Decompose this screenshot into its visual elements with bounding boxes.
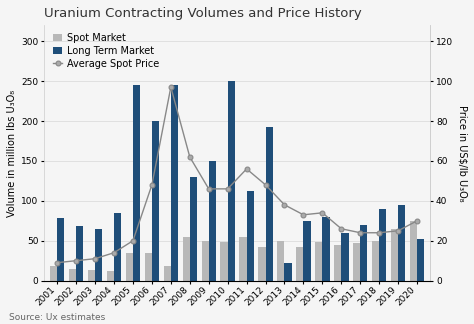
Bar (57, 218, 64, 281)
Bar (379, 209, 386, 281)
Average Spot Price (244, 167, 249, 171)
Text: Source: Ux estimates: Source: Ux estimates (9, 313, 106, 322)
Average Spot Price (92, 257, 98, 260)
Bar (360, 225, 367, 281)
Average Spot Price (263, 183, 268, 187)
Bar (398, 205, 405, 281)
Bar (303, 221, 310, 281)
Bar (284, 263, 292, 281)
Average Spot Price (319, 211, 325, 215)
Average Spot Price (149, 183, 155, 187)
Bar (372, 241, 379, 281)
Bar (334, 245, 341, 281)
Line: Average Spot Price: Average Spot Price (55, 85, 419, 265)
Bar (88, 270, 95, 281)
Average Spot Price (206, 187, 211, 191)
Average Spot Price (225, 187, 230, 191)
Average Spot Price (168, 85, 173, 89)
Bar (95, 229, 102, 281)
Bar (417, 239, 424, 281)
Bar (246, 191, 254, 281)
Bar (145, 253, 152, 281)
Bar (277, 241, 284, 281)
Bar (133, 85, 140, 281)
Average Spot Price (73, 259, 79, 263)
Bar (258, 247, 265, 281)
Bar (410, 221, 417, 281)
Bar (228, 81, 235, 281)
Bar (239, 237, 246, 281)
Average Spot Price (111, 251, 117, 255)
Average Spot Price (338, 227, 344, 231)
Bar (107, 271, 114, 281)
Bar (315, 242, 322, 281)
Bar (209, 161, 216, 281)
Average Spot Price (187, 155, 192, 159)
Bar (164, 266, 171, 281)
Average Spot Price (376, 231, 382, 235)
Bar (50, 266, 57, 281)
Average Spot Price (282, 203, 287, 207)
Bar (265, 127, 273, 281)
Legend: Spot Market, Long Term Market, Average Spot Price: Spot Market, Long Term Market, Average S… (53, 33, 159, 68)
Bar (171, 85, 178, 281)
Bar (296, 247, 303, 281)
Average Spot Price (395, 229, 401, 233)
Bar (391, 229, 398, 281)
Text: Uranium Contracting Volumes and Price History: Uranium Contracting Volumes and Price Hi… (44, 7, 362, 20)
Average Spot Price (357, 231, 363, 235)
Bar (126, 253, 133, 281)
Y-axis label: Price in US$/lb U₃O₈: Price in US$/lb U₃O₈ (457, 105, 467, 201)
Bar (322, 217, 329, 281)
Average Spot Price (130, 239, 136, 243)
Bar (152, 121, 159, 281)
Bar (201, 241, 209, 281)
Y-axis label: Volume in million lbs U₃O₈: Volume in million lbs U₃O₈ (7, 89, 17, 216)
Bar (220, 242, 228, 281)
Bar (114, 213, 121, 281)
Bar (353, 243, 360, 281)
Bar (190, 177, 197, 281)
Bar (182, 237, 190, 281)
Bar (341, 233, 348, 281)
Average Spot Price (414, 219, 420, 223)
Average Spot Price (301, 213, 306, 217)
Bar (69, 269, 76, 281)
Bar (76, 226, 83, 281)
Average Spot Price (55, 261, 60, 265)
